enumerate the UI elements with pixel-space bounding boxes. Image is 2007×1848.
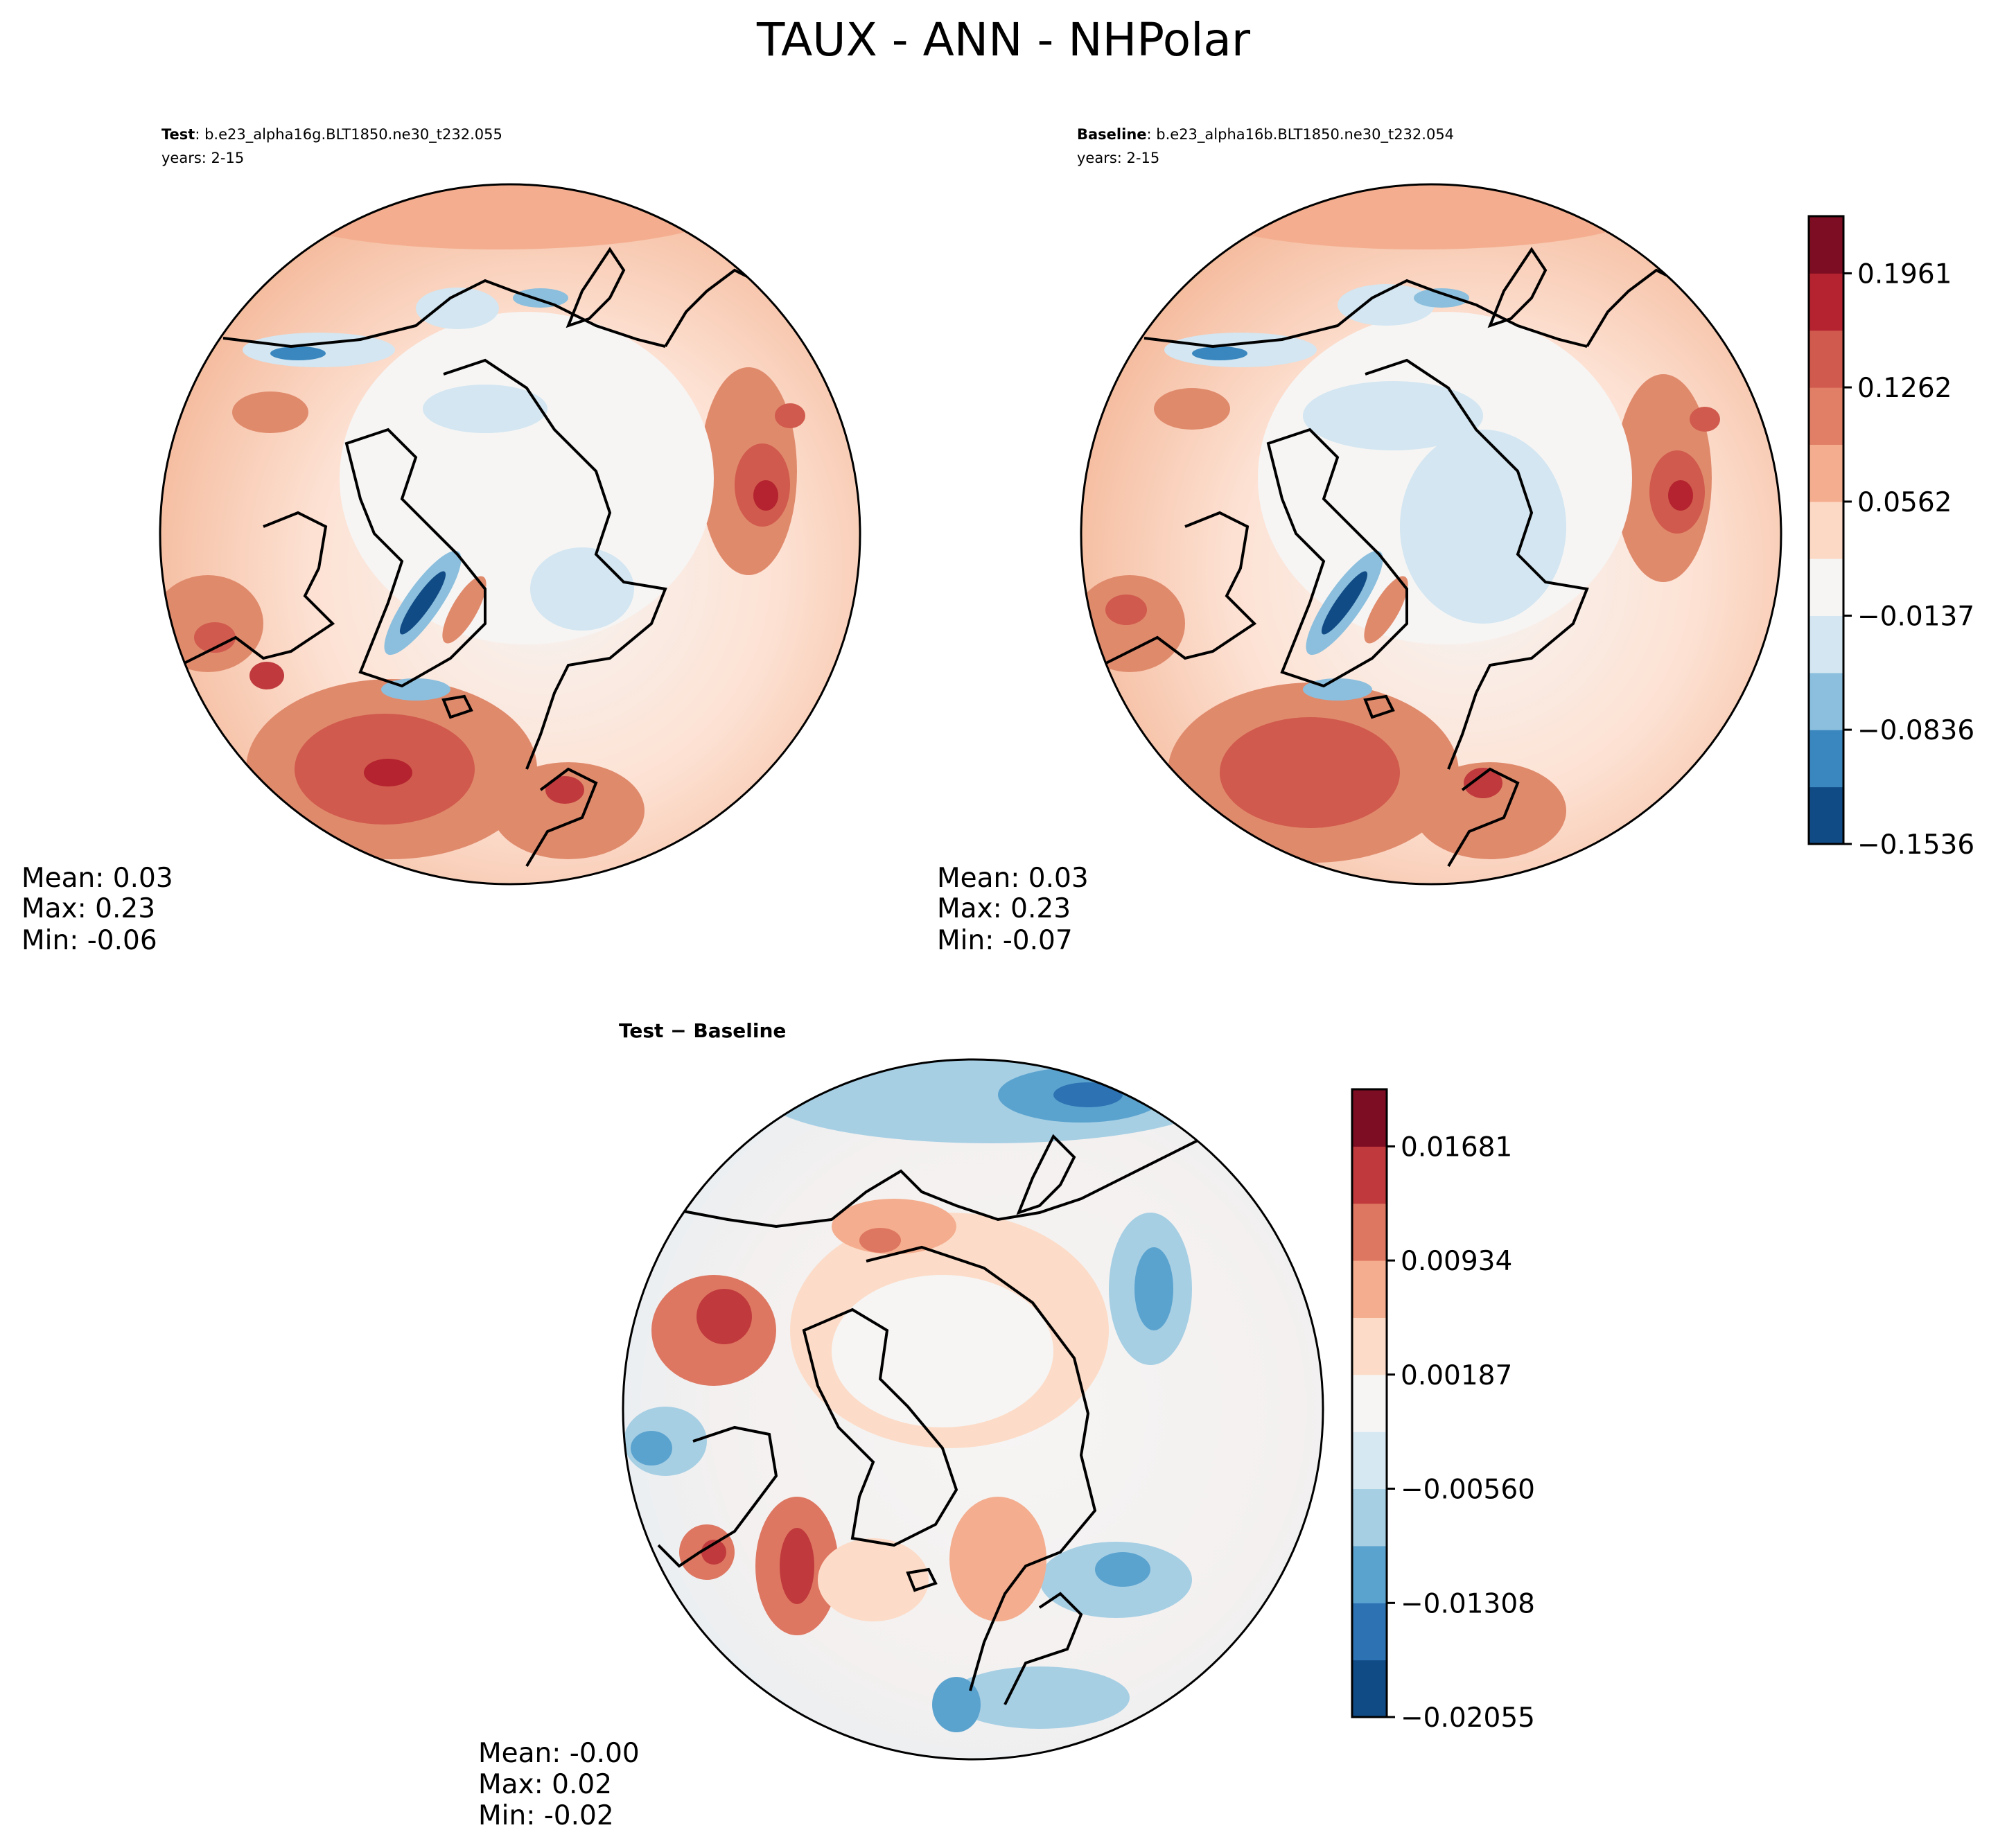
diff-max: Max: 0.02 — [478, 1769, 612, 1800]
colorbar-main-swatch — [1809, 273, 1843, 331]
test-mean: Mean: 0.03 — [21, 863, 173, 894]
colorbar-diff-swatch — [1352, 1317, 1387, 1375]
test-map-boundary — [159, 183, 861, 886]
diff-min: Min: -0.02 — [478, 1800, 614, 1831]
test-panel-title: Test: b.e23_alpha16g.BLT1850.ne30_t232.0… — [161, 126, 502, 143]
colorbar-main-swatch — [1809, 558, 1843, 617]
baseline-map — [1081, 184, 1781, 884]
colorbar-main-swatch — [1809, 615, 1843, 674]
diff-panel: Test − Baseline — [478, 1019, 1324, 1831]
diff-map-boundary — [622, 1058, 1324, 1761]
test-label-case: : b.e23_alpha16g.BLT1850.ne30_t232.055 — [195, 126, 502, 143]
test-years: years: 2-15 — [161, 150, 244, 166]
colorbar-diff-tick-label: −0.02055 — [1401, 1702, 1535, 1734]
colorbar-main-swatch — [1809, 786, 1843, 845]
colorbar-diff-swatch — [1352, 1488, 1387, 1547]
colorbar-diff-tick-label: 0.01681 — [1401, 1132, 1512, 1163]
colorbar-main: −0.1536 −0.0836 −0.0137 0.0562 0.1262 0.1961 — [1807, 215, 1974, 861]
colorbar-main-swatch — [1809, 216, 1843, 274]
baseline-max: Max: 0.23 — [937, 893, 1071, 924]
test-label-bold: Test — [161, 126, 195, 143]
colorbar-diff-swatch — [1352, 1374, 1387, 1432]
colorbar-main-frame — [1807, 215, 1845, 845]
colorbar-main-swatch — [1809, 672, 1843, 730]
baseline-map-boundary — [1080, 183, 1782, 886]
diff-mean: Mean: -0.00 — [478, 1738, 640, 1769]
baseline-years: years: 2-15 — [1077, 150, 1159, 166]
figure-title: TAUX - ANN - NHPolar — [756, 13, 1251, 67]
colorbar-diff-tick-label: 0.00187 — [1401, 1360, 1512, 1391]
colorbar-main-tick-label: −0.0836 — [1857, 715, 1974, 746]
diff-title: Test − Baseline — [619, 1019, 786, 1042]
colorbar-main-swatch — [1809, 444, 1843, 502]
colorbar-diff-swatch — [1352, 1432, 1387, 1490]
colorbar-diff-swatch — [1352, 1203, 1387, 1261]
baseline-mean: Mean: 0.03 — [937, 863, 1089, 894]
colorbar-main-tick-label: −0.1536 — [1857, 829, 1974, 861]
colorbar-diff-tick-label: −0.01308 — [1401, 1588, 1535, 1619]
colorbar-diff-tick-label: −0.00560 — [1401, 1474, 1535, 1505]
baseline-min: Min: -0.07 — [937, 925, 1073, 956]
baseline-panel: Baseline: b.e23_alpha16b.BLT1850.ne30_t2… — [937, 126, 1782, 956]
colorbar-diff-frame — [1351, 1088, 1388, 1718]
colorbar-diff: −0.02055 −0.01308 −0.00560 0.00187 0.00934 0.… — [1351, 1088, 1535, 1734]
colorbar-main-swatch — [1809, 330, 1843, 388]
colorbar-diff-swatch — [1352, 1260, 1387, 1318]
baseline-panel-title: Baseline: b.e23_alpha16b.BLT1850.ne30_t2… — [1077, 126, 1454, 143]
test-max: Max: 0.23 — [21, 893, 155, 924]
colorbar-diff-swatch — [1352, 1545, 1387, 1603]
baseline-label-bold: Baseline — [1077, 126, 1147, 143]
colorbar-main-tick-label: 0.0562 — [1857, 487, 1952, 518]
colorbar-diff-swatch — [1352, 1146, 1387, 1204]
colorbar-main-swatch — [1809, 501, 1843, 559]
colorbar-main-swatch — [1809, 730, 1843, 788]
colorbar-main-tick-label: 0.1262 — [1857, 373, 1952, 404]
test-map — [160, 184, 860, 884]
test-panel: Test: b.e23_alpha16g.BLT1850.ne30_t232.0… — [21, 126, 861, 956]
colorbar-diff-swatch — [1352, 1089, 1387, 1147]
test-min: Min: -0.06 — [21, 925, 157, 956]
colorbar-main-tick-label: 0.1961 — [1857, 258, 1952, 290]
colorbar-diff-swatch — [1352, 1603, 1387, 1661]
colorbar-main-tick-label: −0.0137 — [1857, 601, 1974, 633]
diff-map — [623, 1059, 1323, 1759]
colorbar-main-swatch — [1809, 387, 1843, 445]
colorbar-diff-swatch — [1352, 1660, 1387, 1718]
colorbar-diff-tick-label: 0.00934 — [1401, 1246, 1512, 1277]
baseline-label-case: : b.e23_alpha16b.BLT1850.ne30_t232.054 — [1147, 126, 1455, 143]
